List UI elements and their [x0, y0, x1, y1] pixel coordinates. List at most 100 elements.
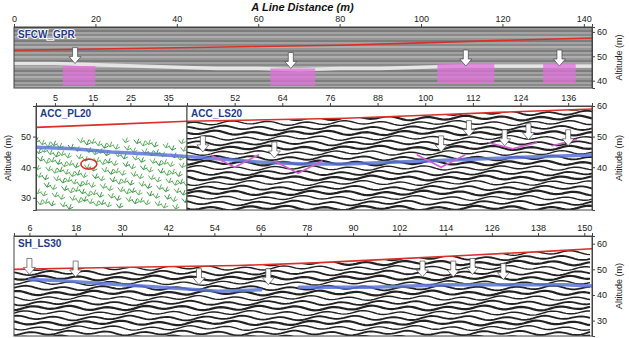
tick-label: 50 [21, 132, 31, 142]
tick: 126 [485, 223, 500, 236]
axis-line [593, 28, 596, 89]
texture [187, 151, 592, 156]
tick-label: 66 [256, 223, 266, 233]
texture [14, 39, 592, 40]
tick: 80 [335, 14, 345, 27]
tick: 54 [210, 223, 220, 236]
texture [108, 169, 115, 174]
tick-label: 30 [597, 316, 607, 326]
texture [71, 179, 78, 184]
texture [63, 169, 70, 174]
tick-mark [33, 167, 36, 168]
tick: 102 [392, 223, 407, 236]
highlight-box [437, 64, 494, 84]
tick-label: 40 [597, 290, 607, 300]
y-axis-title: Altitude (m) [614, 263, 624, 309]
tick: 52 [230, 93, 240, 106]
tick: 66 [256, 223, 266, 236]
tick: 150 [577, 223, 592, 236]
texture [181, 146, 187, 151]
tick-label: 5 [53, 93, 58, 103]
tick-label: 6 [27, 223, 32, 233]
tick: 30 [117, 223, 127, 236]
texture [42, 175, 49, 180]
tick: 50 [592, 265, 607, 275]
texture [135, 190, 142, 195]
tick-label: 60 [597, 27, 607, 37]
tick-label: 112 [466, 93, 480, 103]
arrow [467, 258, 479, 274]
y-axis: 405060 [592, 101, 607, 210]
frame [36, 106, 187, 210]
tick-label: 40 [597, 76, 607, 86]
tick-label: 54 [210, 223, 220, 233]
axis-line [593, 237, 596, 337]
texture [153, 193, 160, 198]
tick-mark [130, 103, 131, 106]
background [36, 106, 187, 210]
arrow [447, 261, 459, 277]
texture [164, 194, 171, 199]
axis-line [188, 103, 593, 107]
line [36, 147, 187, 156]
tick-mark [282, 103, 283, 106]
tick-label: 80 [335, 14, 345, 24]
texture [150, 158, 157, 163]
tick-mark [592, 56, 595, 57]
texture [169, 145, 176, 150]
tick-label: 50 [597, 265, 607, 275]
texture [179, 163, 186, 168]
texture [60, 178, 67, 183]
tick: 30 [21, 193, 36, 203]
texture [148, 175, 155, 180]
texture [54, 176, 61, 181]
x-axis-title: A Line Distance (m) [250, 1, 354, 13]
texture [132, 155, 139, 160]
tick: 0 [12, 14, 17, 27]
tick: 60 [254, 14, 264, 27]
tick-mark [584, 233, 585, 236]
tick: 112 [466, 93, 480, 106]
panel-title: SH_LS30 [18, 238, 62, 249]
texture [68, 188, 75, 193]
tick-label: 60 [254, 14, 264, 24]
tick-label: 42 [164, 223, 174, 233]
texture [77, 181, 84, 186]
texture [187, 176, 592, 181]
texture [14, 33, 592, 34]
texture [124, 189, 131, 194]
tick-mark [592, 81, 595, 82]
texture [14, 306, 590, 311]
tick-label: 90 [349, 223, 359, 233]
tick-mark [521, 103, 522, 106]
tick: 30 [592, 316, 607, 326]
tick-label: 40 [21, 163, 31, 173]
tick-label: 52 [230, 93, 240, 103]
texture [187, 171, 592, 176]
tick: 88 [373, 93, 383, 106]
texture [95, 141, 102, 146]
arrow [497, 264, 509, 280]
tick-mark [421, 24, 422, 27]
frame [187, 106, 592, 210]
tick-mark [592, 167, 595, 168]
texture [49, 201, 56, 206]
texture [98, 176, 105, 181]
texture [65, 153, 72, 158]
texture [139, 181, 146, 186]
arrow [268, 142, 280, 158]
tick-mark [353, 233, 354, 236]
texture [118, 187, 125, 192]
y-axis: 30405060 [592, 237, 607, 337]
texture [66, 204, 73, 209]
texture [187, 166, 592, 171]
texture [132, 199, 139, 204]
texture [187, 196, 592, 201]
tick-label: 126 [485, 223, 500, 233]
texture [89, 182, 96, 187]
tick-mark [592, 321, 595, 322]
highlight-box [543, 64, 576, 84]
texture [14, 326, 590, 331]
y-axis-title: Altitude (m) [614, 135, 624, 181]
texture [52, 168, 59, 173]
